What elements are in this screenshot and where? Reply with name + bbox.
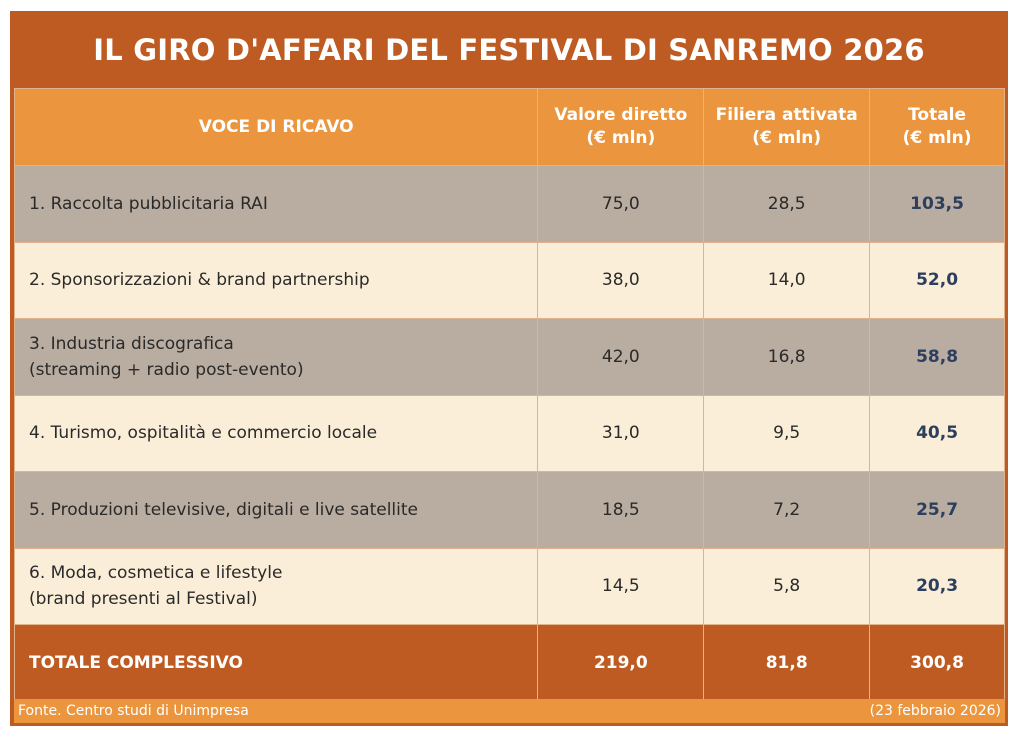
header-diretto: Valore diretto (€ mln) — [537, 88, 705, 166]
voce-line: (brand presenti al Festival) — [29, 589, 258, 610]
filiera-cell: 28,5 — [703, 165, 871, 243]
header-line: Valore diretto — [554, 105, 688, 125]
totale-cell: 58,8 — [869, 318, 1005, 396]
diretto-cell: 38,0 — [537, 241, 705, 319]
header-voce: VOCE DI RICAVO — [13, 88, 539, 166]
voce-line: 4. Turismo, ospitalità e commercio local… — [29, 423, 378, 444]
diretto-cell: 14,5 — [537, 547, 705, 625]
totale-cell: 52,0 — [869, 241, 1005, 319]
diretto-cell: 18,5 — [537, 471, 705, 549]
total-row: TOTALE COMPLESSIVO 219,0 81,8 300,8 — [13, 624, 1005, 702]
filiera-cell: 7,2 — [703, 471, 871, 549]
footer: Fonte. Centro studi di Unimpresa (23 feb… — [14, 699, 1005, 723]
totale-cell: 25,7 — [869, 471, 1005, 549]
table-row: 4. Turismo, ospitalità e commercio local… — [13, 394, 1005, 472]
table-row: 3. Industria discografica (streaming + ra… — [13, 318, 1005, 396]
header-unit: (€ mln) — [752, 128, 822, 148]
voce-cell: 4. Turismo, ospitalità e commercio local… — [13, 394, 539, 472]
table-row: 5. Produzioni televisive, digitali e liv… — [13, 471, 1005, 549]
source-note: Fonte. Centro studi di Unimpresa — [18, 703, 249, 719]
filiera-cell: 5,8 — [703, 547, 871, 625]
filiera-cell: 16,8 — [703, 318, 871, 396]
header-line: Filiera attivata — [715, 105, 858, 125]
diretto-cell: 31,0 — [537, 394, 705, 472]
voce-line: (streaming + radio post-evento) — [29, 359, 304, 380]
voce-cell: 1. Raccolta pubblicitaria RAI — [13, 165, 539, 243]
voce-line: 2. Sponsorizzazioni & brand partnership — [29, 270, 370, 291]
totale-cell: 20,3 — [869, 547, 1005, 625]
table-row: 1. Raccolta pubblicitaria RAI 75,0 28,5 103… — [13, 165, 1005, 243]
header-filiera: Filiera attivata (€ mln) — [703, 88, 871, 166]
table-row: 6. Moda, cosmetica e lifestyle (brand pre… — [13, 547, 1005, 625]
total-totale: 300,8 — [869, 624, 1005, 702]
voce-cell: 3. Industria discografica (streaming + ra… — [13, 318, 539, 396]
diretto-cell: 75,0 — [537, 165, 705, 243]
totale-cell: 103,5 — [869, 165, 1005, 243]
voce-line: 5. Produzioni televisive, digitali e liv… — [29, 499, 418, 520]
diretto-cell: 42,0 — [537, 318, 705, 396]
revenue-table: VOCE DI RICAVO Valore diretto (€ mln) Fil… — [13, 88, 1005, 702]
table-row: 2. Sponsorizzazioni & brand partnership 3… — [13, 241, 1005, 319]
infographic-frame: IL GIRO D'AFFARI DEL FESTIVAL DI SANREMO… — [10, 11, 1008, 726]
voce-cell: 6. Moda, cosmetica e lifestyle (brand pre… — [13, 547, 539, 625]
voce-line: 3. Industria discografica — [29, 333, 234, 354]
page-title: IL GIRO D'AFFARI DEL FESTIVAL DI SANREMO… — [93, 32, 925, 67]
voce-cell: 5. Produzioni televisive, digitali e liv… — [13, 471, 539, 549]
totale-cell: 40,5 — [869, 394, 1005, 472]
filiera-cell: 9,5 — [703, 394, 871, 472]
header-unit: (€ mln) — [586, 128, 656, 148]
header-line: Totale — [908, 105, 967, 125]
total-label: TOTALE COMPLESSIVO — [13, 624, 539, 702]
voce-line: 6. Moda, cosmetica e lifestyle — [29, 563, 283, 584]
total-diretto: 219,0 — [537, 624, 705, 702]
header-row: VOCE DI RICAVO Valore diretto (€ mln) Fil… — [13, 88, 1005, 166]
date-note: (23 febbraio 2026) — [869, 703, 1001, 719]
voce-cell: 2. Sponsorizzazioni & brand partnership — [13, 241, 539, 319]
total-filiera: 81,8 — [703, 624, 871, 702]
header-totale: Totale (€ mln) — [869, 88, 1005, 166]
filiera-cell: 14,0 — [703, 241, 871, 319]
voce-line: 1. Raccolta pubblicitaria RAI — [29, 193, 268, 214]
header-unit: (€ mln) — [902, 128, 972, 148]
